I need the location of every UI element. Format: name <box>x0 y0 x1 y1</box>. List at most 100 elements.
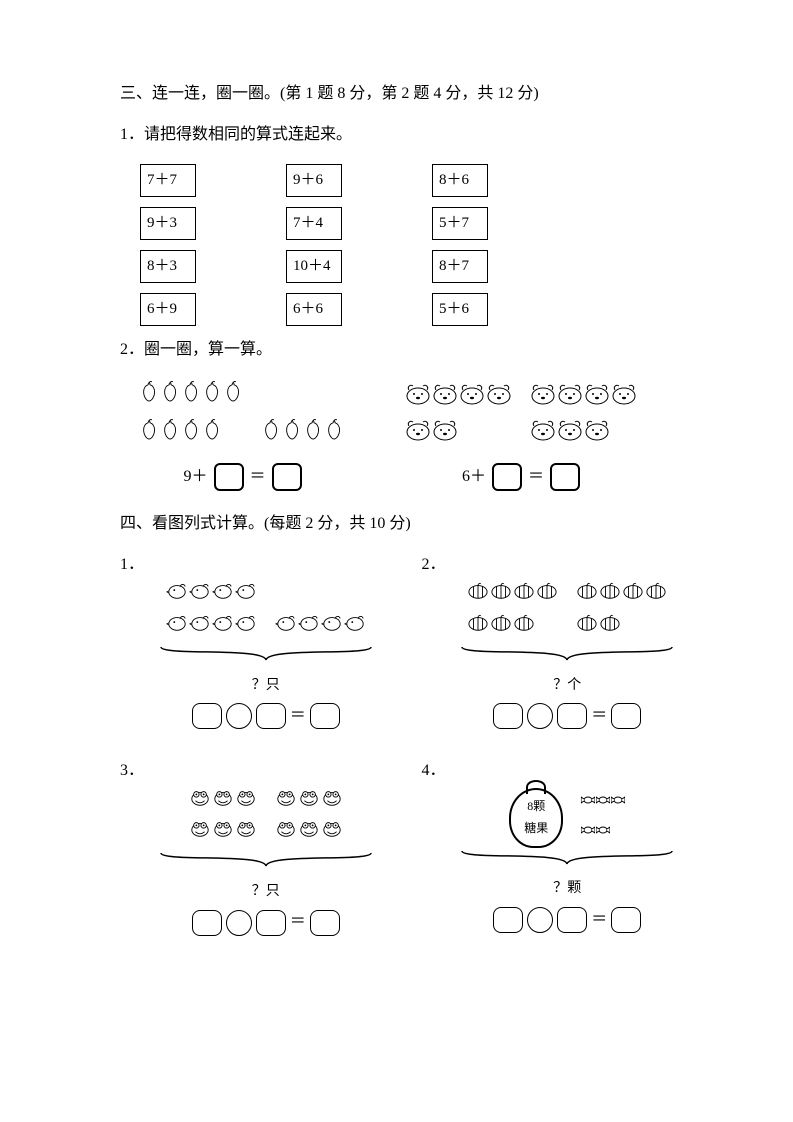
chick-ico <box>189 613 211 644</box>
equals-sign: ＝ <box>290 908 306 937</box>
expression-box[interactable]: 8＋3 <box>140 250 196 283</box>
brace-icon <box>457 644 677 675</box>
expression-box[interactable]: 7＋4 <box>286 207 342 240</box>
answer-box[interactable] <box>214 463 244 491</box>
dog-ico <box>557 382 583 417</box>
frog-ico <box>189 788 211 819</box>
chick-ico <box>235 613 257 644</box>
answer-box[interactable] <box>557 703 587 729</box>
candy-ico <box>581 789 595 818</box>
expression-box[interactable]: 5＋7 <box>432 207 488 240</box>
pear-ico <box>203 416 223 453</box>
section4-title: 四、看图列式计算。(每题 2 分，共 10 分) <box>120 510 693 539</box>
item-number: 1． <box>120 551 392 580</box>
dog-ico <box>486 382 512 417</box>
answer-box[interactable] <box>493 907 523 933</box>
s4-item: 2． ？个 ＝ <box>422 551 694 731</box>
answer-box[interactable] <box>492 463 522 491</box>
expression-box[interactable]: 6＋6 <box>286 293 342 326</box>
dog-ico <box>557 418 583 453</box>
s3-q1-text: 1．请把得数相同的算式连起来。 <box>120 121 693 150</box>
pumpkin-ico <box>599 581 621 612</box>
answer-box[interactable] <box>611 907 641 933</box>
answer-box[interactable] <box>611 703 641 729</box>
pumpkin-ico <box>490 581 512 612</box>
candy-ico <box>596 819 610 848</box>
expression-box[interactable]: 8＋7 <box>432 250 488 283</box>
dog-ico <box>530 382 556 417</box>
candy-ico <box>596 789 610 818</box>
pumpkin-ico <box>536 581 558 612</box>
answer-box[interactable] <box>310 910 340 936</box>
dog-ico <box>584 418 610 453</box>
s4-item: 3． ？只 ＝ <box>120 757 392 937</box>
pear-ico <box>203 378 223 415</box>
pear-ico <box>304 416 324 453</box>
operator-circle[interactable] <box>226 910 252 936</box>
pear-ico <box>161 416 181 453</box>
chick-ico <box>189 581 211 612</box>
operator-circle[interactable] <box>527 703 553 729</box>
chick-ico <box>298 613 320 644</box>
s3-q2-text: 2．圈一圈，算一算。 <box>120 336 693 365</box>
question-label: ？颗 <box>553 876 581 901</box>
pumpkin-ico <box>513 581 535 612</box>
frog-ico <box>212 788 234 819</box>
frog-ico <box>189 819 211 850</box>
frog-ico <box>298 788 320 819</box>
answer-box[interactable] <box>493 703 523 729</box>
dog-ico <box>432 418 458 453</box>
pumpkin-ico <box>645 581 667 612</box>
expression-box[interactable]: 6＋9 <box>140 293 196 326</box>
candy-bag: 8颗糖果 <box>509 788 563 848</box>
chick-ico <box>166 613 188 644</box>
q2-container: 9＋ ＝ 6＋ ＝ <box>140 378 693 491</box>
dog-ico <box>611 382 637 417</box>
chick-ico <box>235 581 257 612</box>
pumpkin-ico <box>467 613 489 644</box>
pear-ico <box>325 416 345 453</box>
expression-box[interactable]: 7＋7 <box>140 164 196 197</box>
equals-sign: ＝ <box>290 702 306 731</box>
pumpkin-ico <box>513 613 535 644</box>
operator-circle[interactable] <box>527 907 553 933</box>
answer-box[interactable] <box>310 703 340 729</box>
answer-box[interactable] <box>192 910 222 936</box>
frog-ico <box>321 788 343 819</box>
expression-box[interactable]: 9＋6 <box>286 164 342 197</box>
answer-box[interactable] <box>557 907 587 933</box>
frog-ico <box>235 788 257 819</box>
s4-item: 1． ？只 ＝ <box>120 551 392 731</box>
brace-icon <box>156 644 376 675</box>
answer-box[interactable] <box>272 463 302 491</box>
expression-box[interactable]: 9＋3 <box>140 207 196 240</box>
operator-circle[interactable] <box>226 703 252 729</box>
section4-grid: 1． ？只 ＝ 2． ？个 <box>120 551 693 937</box>
section3-title: 三、连一连，圈一圈。(第 1 题 8 分，第 2 题 4 分，共 12 分) <box>120 80 693 109</box>
expression-grid: 7＋7 9＋3 8＋3 6＋9 9＋6 7＋4 10＋4 6＋6 8＋6 5＋7 8＋7 5＋6 <box>140 164 693 326</box>
item-number: 4． <box>422 757 694 786</box>
s4-item: 4． 8颗糖果 ？颗 ＝ <box>422 757 694 937</box>
pumpkin-ico <box>467 581 489 612</box>
pumpkin-ico <box>490 613 512 644</box>
expression-box[interactable]: 5＋6 <box>432 293 488 326</box>
answer-box[interactable] <box>192 703 222 729</box>
expression-box[interactable]: 8＋6 <box>432 164 488 197</box>
answer-box[interactable] <box>550 463 580 491</box>
dog-ico <box>459 382 485 417</box>
eq-prefix: 6＋ <box>462 463 486 492</box>
brace-icon <box>457 848 677 879</box>
expression-box[interactable]: 10＋4 <box>286 250 342 283</box>
frog-ico <box>275 819 297 850</box>
chick-ico <box>321 613 343 644</box>
question-label: ？只 <box>252 879 280 904</box>
equals-sign: ＝ <box>591 702 607 731</box>
answer-box[interactable] <box>256 703 286 729</box>
pumpkin-ico <box>576 613 598 644</box>
chick-ico <box>344 613 366 644</box>
item-number: 2． <box>422 551 694 580</box>
answer-box[interactable] <box>256 910 286 936</box>
dog-ico <box>432 382 458 417</box>
frog-ico <box>321 819 343 850</box>
frog-ico <box>212 819 234 850</box>
